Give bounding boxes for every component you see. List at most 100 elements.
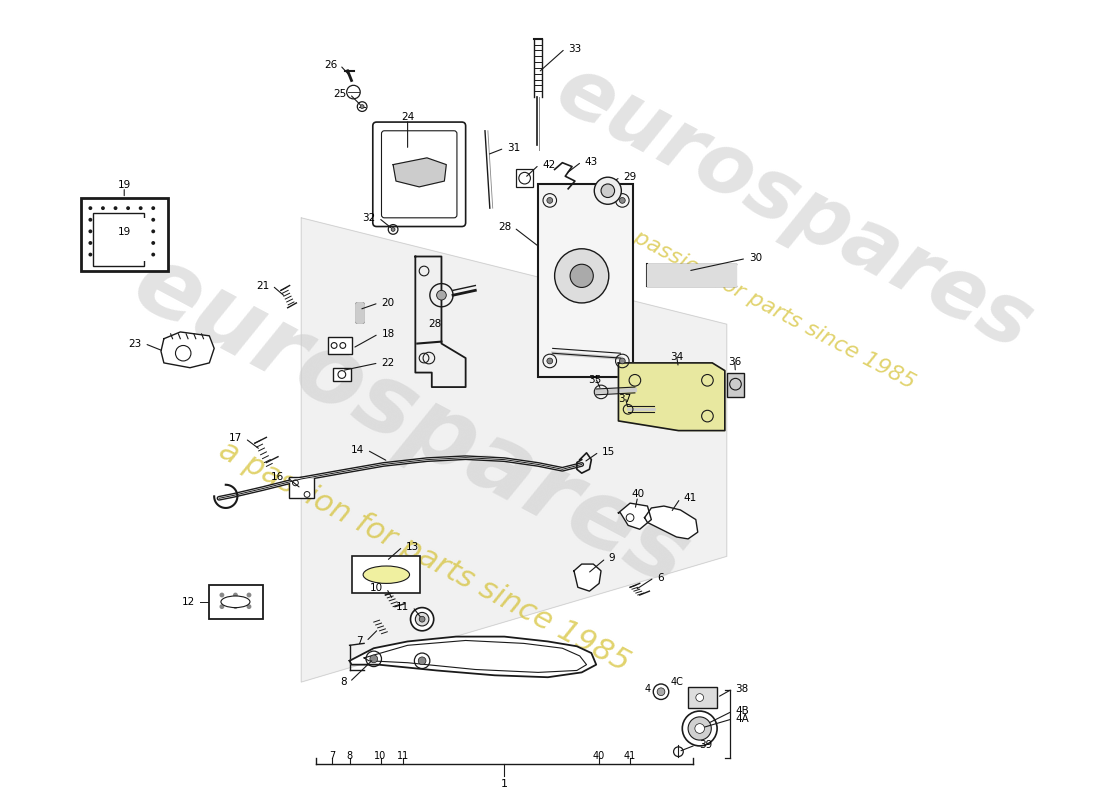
Polygon shape (350, 637, 596, 678)
Polygon shape (648, 264, 736, 286)
Text: 26: 26 (323, 60, 337, 70)
Circle shape (152, 218, 155, 222)
Polygon shape (393, 158, 447, 187)
Circle shape (101, 218, 104, 222)
Text: 15: 15 (602, 447, 615, 457)
Text: 40: 40 (593, 751, 605, 762)
Text: 41: 41 (683, 494, 696, 503)
Text: 32: 32 (362, 213, 376, 223)
Circle shape (152, 230, 155, 234)
Circle shape (126, 241, 130, 245)
Text: a passion for parts since 1985: a passion for parts since 1985 (214, 435, 635, 678)
Circle shape (113, 230, 118, 234)
Circle shape (88, 230, 92, 234)
Polygon shape (301, 218, 727, 682)
Text: 39: 39 (698, 740, 712, 750)
Bar (94, 213, 144, 266)
Circle shape (126, 253, 130, 257)
Circle shape (233, 604, 238, 609)
Circle shape (113, 241, 118, 245)
Circle shape (113, 253, 118, 257)
Bar (139, 218, 148, 262)
Text: 8: 8 (340, 677, 346, 687)
Text: 12: 12 (182, 597, 195, 606)
Circle shape (101, 241, 104, 245)
Text: 38: 38 (736, 684, 749, 694)
Text: 29: 29 (624, 172, 637, 182)
Circle shape (126, 230, 130, 234)
Text: 13: 13 (406, 542, 419, 552)
Circle shape (139, 241, 143, 245)
Circle shape (554, 249, 608, 303)
Circle shape (233, 593, 238, 598)
Text: 31: 31 (507, 143, 520, 153)
Text: 18: 18 (382, 329, 395, 339)
Text: 30: 30 (749, 254, 762, 263)
Text: 19: 19 (118, 180, 131, 190)
Circle shape (113, 218, 118, 222)
Text: 19: 19 (118, 227, 131, 238)
Text: 22: 22 (382, 358, 395, 368)
Circle shape (88, 206, 92, 210)
Bar (516, 170, 534, 187)
Circle shape (418, 657, 426, 665)
Text: 23: 23 (129, 338, 142, 349)
Text: 28: 28 (428, 319, 441, 330)
Polygon shape (416, 257, 465, 387)
Circle shape (360, 105, 364, 109)
Text: 8: 8 (346, 751, 353, 762)
Circle shape (126, 206, 130, 210)
Text: 4A: 4A (736, 714, 749, 724)
Polygon shape (645, 506, 697, 539)
Circle shape (695, 724, 704, 734)
Text: 41: 41 (624, 751, 636, 762)
Text: eurospares: eurospares (118, 235, 704, 606)
Text: 21: 21 (256, 281, 270, 290)
Polygon shape (356, 303, 363, 322)
Ellipse shape (221, 596, 250, 607)
Circle shape (416, 613, 429, 626)
Text: 34: 34 (670, 352, 683, 362)
Bar (727, 373, 745, 397)
Text: 7: 7 (329, 751, 336, 762)
Circle shape (139, 230, 143, 234)
Bar (288, 477, 313, 498)
Polygon shape (574, 564, 601, 591)
Circle shape (246, 593, 252, 598)
Circle shape (101, 206, 104, 210)
Circle shape (88, 218, 92, 222)
Circle shape (419, 616, 425, 622)
Circle shape (152, 253, 155, 257)
Text: 10: 10 (374, 751, 386, 762)
Circle shape (101, 253, 104, 257)
Text: 4B: 4B (736, 706, 749, 716)
Text: 33: 33 (569, 43, 582, 54)
Text: 28: 28 (498, 222, 512, 233)
Text: 6: 6 (657, 573, 663, 582)
Polygon shape (161, 332, 214, 368)
Circle shape (139, 206, 143, 210)
Text: 42: 42 (542, 160, 556, 170)
Text: 4: 4 (645, 684, 650, 694)
Bar (538, 184, 632, 378)
Text: 37: 37 (618, 394, 631, 404)
Circle shape (152, 206, 155, 210)
Circle shape (437, 290, 447, 300)
Text: 25: 25 (333, 89, 346, 99)
Circle shape (370, 655, 377, 662)
Bar (80, 198, 167, 271)
Bar (352, 556, 420, 593)
Polygon shape (618, 363, 725, 430)
Circle shape (126, 218, 130, 222)
Text: 10: 10 (371, 583, 384, 594)
Circle shape (246, 604, 252, 609)
Circle shape (594, 177, 621, 204)
Text: 4C: 4C (671, 677, 683, 687)
Circle shape (410, 607, 433, 631)
Polygon shape (618, 503, 651, 530)
Circle shape (547, 358, 552, 364)
Circle shape (88, 253, 92, 257)
Circle shape (619, 358, 625, 364)
Circle shape (139, 253, 143, 257)
Circle shape (601, 184, 615, 198)
